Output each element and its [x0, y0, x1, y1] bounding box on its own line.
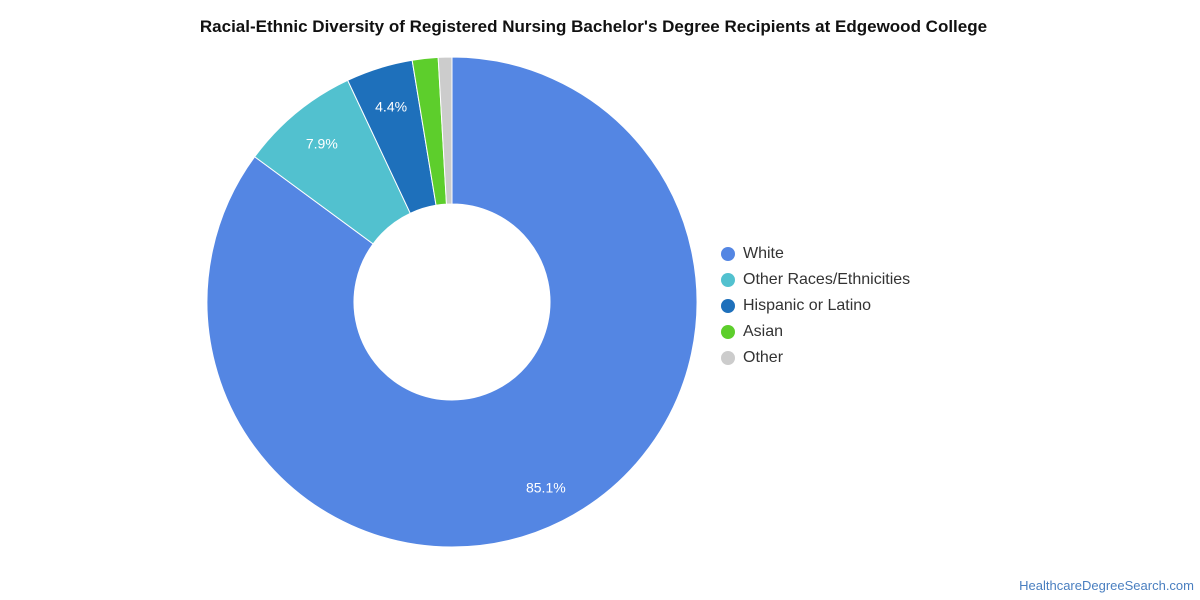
slice-data-label: 4.4%	[375, 98, 407, 114]
legend-label: White	[743, 245, 784, 262]
slice-data-label: 7.9%	[306, 136, 338, 152]
source-link[interactable]: HealthcareDegreeSearch.com	[1019, 578, 1194, 593]
legend-item-hispanic[interactable]: Hispanic or Latino	[721, 293, 910, 319]
legend-swatch	[721, 325, 735, 339]
legend-label: Asian	[743, 323, 784, 340]
slice-other[interactable]	[437, 56, 453, 205]
legend-swatch	[721, 273, 735, 287]
legend-item-asian[interactable]: Asian	[721, 319, 910, 345]
slice-data-label: 85.1%	[526, 480, 566, 496]
legend-item-other-races[interactable]: Other Races/Ethnicities	[721, 267, 910, 293]
slice-white[interactable]	[206, 56, 698, 548]
legend-label: Other	[743, 349, 784, 366]
legend-swatch	[721, 299, 735, 313]
legend: White Other Races/Ethnicities Hispanic o…	[721, 241, 910, 371]
legend-item-white[interactable]: White	[721, 241, 910, 267]
legend-swatch	[721, 351, 735, 365]
legend-label: Other Races/Ethnicities	[743, 271, 911, 288]
legend-label: Hispanic or Latino	[743, 297, 872, 314]
legend-swatch	[721, 247, 735, 261]
legend-item-other[interactable]: Other	[721, 345, 910, 371]
chart-title: Racial-Ethnic Diversity of Registered Nu…	[199, 17, 988, 36]
